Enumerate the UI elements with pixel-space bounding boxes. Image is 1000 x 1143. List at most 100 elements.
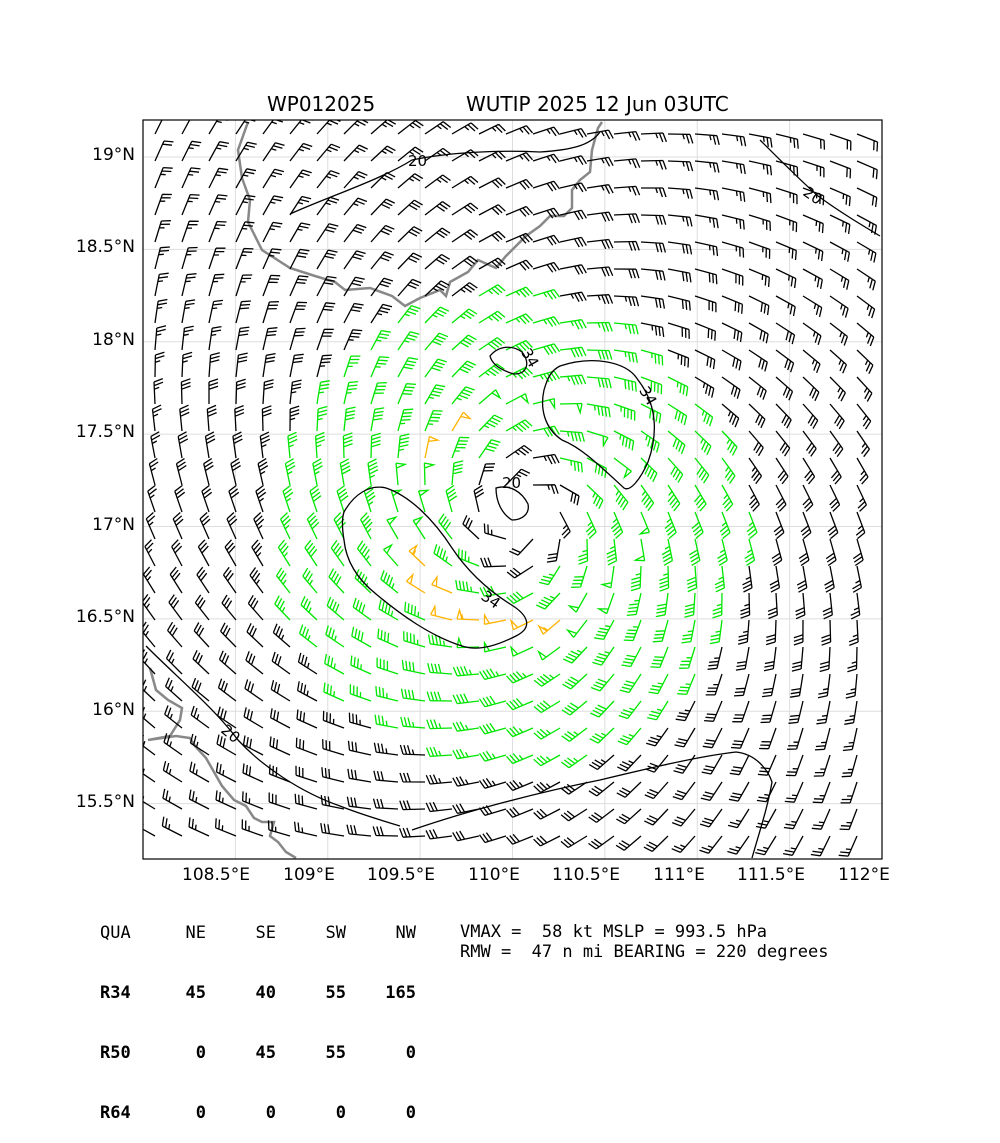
wind-barb bbox=[613, 130, 641, 141]
contour-34-southwest bbox=[341, 486, 528, 649]
wind-barb bbox=[802, 457, 816, 485]
wind-barb-stroke bbox=[143, 734, 156, 756]
wind-barb-stroke bbox=[235, 120, 256, 135]
wind-barb bbox=[737, 619, 750, 645]
wind-barb bbox=[478, 284, 506, 297]
wind-barb bbox=[765, 619, 777, 646]
wind-barb bbox=[324, 653, 345, 675]
wind-barb bbox=[563, 646, 588, 664]
wind-barb bbox=[249, 567, 264, 594]
cell: 0 bbox=[405, 1043, 416, 1063]
wind-barb bbox=[289, 301, 308, 324]
wind-barb bbox=[664, 511, 677, 539]
wind-barb bbox=[451, 149, 479, 162]
wind-barb-stroke bbox=[268, 792, 291, 810]
wind-barb bbox=[667, 295, 691, 311]
wind-barb bbox=[478, 414, 504, 432]
wind-barb-stroke bbox=[397, 146, 424, 162]
wind-barb bbox=[506, 806, 534, 818]
wind-barb-stroke bbox=[431, 574, 453, 594]
wind-barb-stroke bbox=[559, 457, 583, 473]
wind-barb-stroke bbox=[397, 278, 422, 297]
wind-barb-stroke bbox=[757, 754, 777, 776]
wind-barb bbox=[272, 623, 291, 648]
wind-barb bbox=[483, 640, 507, 653]
wind-barb-stroke bbox=[372, 826, 399, 837]
wind-barb-stroke bbox=[403, 631, 426, 648]
wind-barb bbox=[215, 790, 237, 810]
wind-barb-stroke bbox=[397, 408, 414, 432]
wind-barb-stroke bbox=[506, 833, 534, 845]
wind-barb-stroke bbox=[829, 268, 850, 290]
wind-barb bbox=[626, 592, 642, 617]
wind-barb-stroke bbox=[824, 565, 835, 593]
wind-barb-stroke bbox=[478, 695, 507, 708]
wind-barb-stroke bbox=[451, 255, 478, 270]
wind-barb bbox=[451, 386, 475, 405]
wind-barb-stroke bbox=[425, 829, 453, 840]
wind-barb-stroke bbox=[590, 700, 615, 718]
wind-barb-stroke bbox=[408, 543, 426, 567]
wind-barb bbox=[230, 458, 241, 486]
wind-barb bbox=[151, 404, 162, 432]
wind-barb-stroke bbox=[253, 512, 265, 540]
wind-barb-stroke bbox=[478, 150, 506, 162]
wind-barb-stroke bbox=[370, 172, 396, 189]
storm-id-title: WP012025 bbox=[267, 92, 376, 116]
wind-barb-stroke bbox=[478, 230, 506, 243]
wind-barb bbox=[462, 515, 480, 540]
wind-barb bbox=[346, 796, 372, 810]
wind-barb-stroke bbox=[287, 431, 298, 459]
wind-barb bbox=[235, 221, 255, 243]
wind-barb-stroke bbox=[397, 331, 420, 351]
wind-barb bbox=[181, 120, 201, 135]
wind-barb bbox=[829, 322, 849, 346]
wind-barb bbox=[262, 274, 281, 297]
wind-barb bbox=[268, 764, 291, 783]
wind-barb-stroke bbox=[480, 557, 507, 568]
wind-barb-stroke bbox=[397, 357, 419, 378]
wind-barb bbox=[196, 566, 210, 594]
lon-label-108-5: 108.5°E bbox=[182, 865, 250, 885]
wind-barb-stroke bbox=[505, 259, 533, 271]
wind-barb-stroke bbox=[451, 411, 473, 432]
wind-barb bbox=[241, 791, 264, 810]
wind-barb bbox=[316, 328, 334, 351]
wind-barb bbox=[479, 585, 507, 597]
wind-barb bbox=[560, 835, 588, 849]
wind-barb bbox=[163, 733, 183, 756]
wind-barb-stroke bbox=[694, 133, 720, 146]
wind-barb-stroke bbox=[302, 567, 318, 594]
lon-label-112: 112°E bbox=[838, 865, 890, 885]
wind-barb-stroke bbox=[673, 754, 696, 774]
wind-barb-stroke bbox=[204, 431, 216, 459]
wind-barb bbox=[640, 430, 660, 453]
wind-barb-stroke bbox=[694, 268, 718, 285]
wind-barb bbox=[856, 187, 878, 207]
wind-barb-stroke bbox=[641, 187, 667, 198]
wind-barb bbox=[375, 686, 399, 702]
wind-barb-stroke bbox=[483, 612, 507, 625]
wind-barb-stroke bbox=[425, 746, 453, 758]
wind-barb bbox=[707, 646, 723, 670]
wind-barb bbox=[262, 142, 285, 162]
wind-barb bbox=[571, 565, 588, 588]
wind-barb bbox=[721, 295, 744, 314]
wind-barb bbox=[478, 363, 505, 378]
wind-barb-stroke bbox=[559, 402, 583, 416]
wind-barb-stroke bbox=[165, 677, 183, 702]
wind-barb bbox=[721, 484, 734, 512]
wind-barb-stroke bbox=[242, 735, 264, 756]
wind-barb bbox=[154, 246, 170, 270]
wind-barb-stroke bbox=[721, 457, 736, 484]
wind-barb bbox=[360, 512, 373, 540]
wind-barb bbox=[655, 592, 669, 618]
wind-barb-stroke bbox=[423, 462, 436, 486]
wind-barb-stroke bbox=[462, 515, 480, 540]
wind-barb bbox=[856, 376, 873, 402]
wind-barb-stroke bbox=[235, 247, 254, 270]
wind-barb-stroke bbox=[154, 298, 168, 324]
wind-barb-stroke bbox=[262, 142, 285, 162]
wind-barb bbox=[694, 403, 714, 427]
wind-barb-stroke bbox=[451, 308, 478, 324]
